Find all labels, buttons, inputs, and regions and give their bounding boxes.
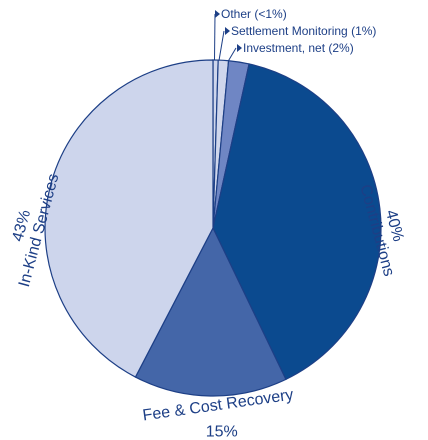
pie-slice [212,63,382,381]
leader-line [227,47,237,62]
slice-name: Other [221,7,251,21]
pie-slice [44,59,214,378]
slice-value: (2%) [328,41,353,55]
slice-label: Settlement Monitoring (1%) [231,24,376,38]
slice-value: (1%) [351,24,376,38]
slice-value: (<1%) [254,7,286,21]
leader-line [218,30,225,61]
pie [44,59,382,397]
leader-line [214,13,216,61]
pie-slice [134,226,287,397]
slice-label: Other (<1%) [221,7,287,21]
slice-value: 15% [206,424,238,440]
slice-name: Investment, net [243,41,326,55]
slice-name: Settlement Monitoring [231,24,348,38]
callout-arrow [225,27,230,35]
slice-label: Investment, net (2%) [243,41,354,55]
callout-arrow [237,44,242,52]
leader-lines [214,13,237,62]
callout-arrow [215,10,220,18]
